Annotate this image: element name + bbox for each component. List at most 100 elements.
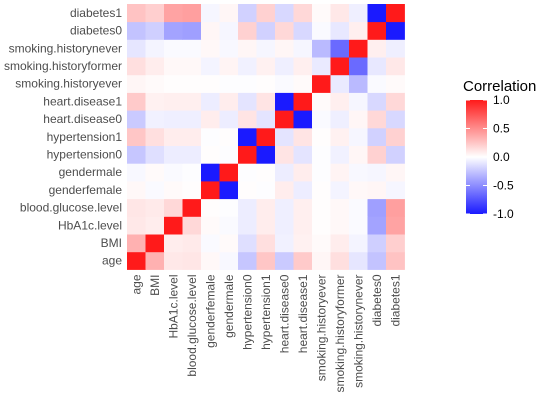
heatmap-cell-diabetes1-smoking.historyever [312, 4, 331, 23]
heatmap-cell-diabetes1-diabetes0 [367, 4, 387, 23]
heatmap-cell-heart.disease1-hypertension1 [256, 92, 276, 111]
heatmap-cell-diabetes0-hypertension0 [238, 21, 257, 40]
heatmap-cell-hypertension0-heart.disease1 [293, 145, 313, 164]
x-tick-label: genderfemale [203, 274, 217, 348]
heatmap-cell-smoking.historynever-blood.glucose.level [182, 39, 202, 58]
heatmap-cell-age-HbA1c.level [164, 251, 183, 270]
heatmap-cell-HbA1c.level-smoking.historyever [312, 216, 331, 235]
heatmap-cell-blood.glucose.level-blood.glucose.level [182, 198, 202, 217]
color-legend: Correlation 1.0 0.5 0.0 -0.5 -1.0 [463, 78, 536, 221]
heatmap-cells [127, 4, 405, 270]
heatmap-cell-smoking.historyformer-age [127, 57, 146, 76]
legend-tick-label: -0.5 [493, 179, 514, 193]
heatmap-cell-gendermale-smoking.historyever [312, 163, 331, 182]
heatmap-cell-heart.disease0-gendermale [219, 110, 239, 129]
heatmap-cell-BMI-heart.disease0 [275, 234, 294, 253]
heatmap-cell-HbA1c.level-smoking.historynever [349, 216, 368, 235]
y-tick-label: heart.disease0 [43, 112, 122, 126]
heatmap-cell-hypertension1-smoking.historyever [312, 127, 331, 146]
heatmap-cell-diabetes1-hypertension1 [256, 4, 276, 23]
heatmap-cell-genderfemale-diabetes1 [386, 181, 405, 200]
heatmap-cell-age-smoking.historyformer [330, 251, 350, 270]
y-tick-label: smoking.historyformer [4, 59, 122, 73]
heatmap-cell-smoking.historyever-diabetes0 [367, 74, 387, 93]
heatmap-cell-BMI-genderfemale [201, 234, 220, 253]
heatmap-cell-HbA1c.level-HbA1c.level [164, 216, 183, 235]
heatmap-cell-heart.disease1-smoking.historynever [349, 92, 368, 111]
heatmap-cell-genderfemale-hypertension1 [256, 181, 276, 200]
heatmap-cell-HbA1c.level-heart.disease0 [275, 216, 294, 235]
heatmap-cell-heart.disease1-blood.glucose.level [182, 92, 202, 111]
heatmap-cell-genderfemale-genderfemale [201, 181, 220, 200]
heatmap-cell-smoking.historynever-heart.disease1 [293, 39, 313, 58]
heatmap-cell-age-diabetes0 [367, 251, 387, 270]
heatmap-cell-smoking.historynever-genderfemale [201, 39, 220, 58]
heatmap-cell-diabetes1-gendermale [219, 4, 239, 23]
heatmap-cell-smoking.historyever-heart.disease0 [275, 74, 294, 93]
heatmap-cell-smoking.historynever-diabetes0 [367, 39, 387, 58]
heatmap-cell-genderfemale-smoking.historyformer [330, 181, 350, 200]
heatmap-cell-blood.glucose.level-smoking.historynever [349, 198, 368, 217]
heatmap-cell-gendermale-hypertension1 [256, 163, 276, 182]
heatmap-cell-BMI-diabetes1 [386, 234, 405, 253]
heatmap-cell-hypertension1-heart.disease1 [293, 127, 313, 146]
heatmap-cell-hypertension1-BMI [145, 127, 165, 146]
heatmap-cell-smoking.historyformer-heart.disease0 [275, 57, 294, 76]
heatmap-cell-hypertension0-heart.disease0 [275, 145, 294, 164]
heatmap-cell-heart.disease0-smoking.historyformer [330, 110, 350, 129]
y-tick-label: hypertension1 [47, 130, 123, 144]
heatmap-cell-smoking.historyformer-blood.glucose.level [182, 57, 202, 76]
heatmap-cell-age-heart.disease1 [293, 251, 313, 270]
heatmap-cell-diabetes1-BMI [145, 4, 165, 23]
heatmap-cell-hypertension0-hypertension0 [238, 145, 257, 164]
legend-tick-label: -1.0 [493, 207, 514, 221]
heatmap-cell-hypertension0-hypertension1 [256, 145, 276, 164]
x-tick-label: hypertension1 [259, 274, 273, 350]
y-tick-label: hypertension0 [47, 147, 123, 161]
heatmap-cell-hypertension0-diabetes0 [367, 145, 387, 164]
heatmap-cell-smoking.historyformer-gendermale [219, 57, 239, 76]
heatmap-cell-hypertension1-heart.disease0 [275, 127, 294, 146]
heatmap-cell-age-gendermale [219, 251, 239, 270]
heatmap-cell-heart.disease0-HbA1c.level [164, 110, 183, 129]
heatmap-cell-smoking.historyformer-smoking.historyformer [330, 57, 350, 76]
heatmap-cell-blood.glucose.level-heart.disease1 [293, 198, 313, 217]
heatmap-cell-diabetes0-genderfemale [201, 21, 220, 40]
heatmap-cell-diabetes0-heart.disease0 [275, 21, 294, 40]
heatmap-cell-heart.disease1-age [127, 92, 146, 111]
heatmap-cell-blood.glucose.level-heart.disease0 [275, 198, 294, 217]
heatmap-cell-smoking.historyever-hypertension1 [256, 74, 276, 93]
heatmap-cell-BMI-diabetes0 [367, 234, 387, 253]
heatmap-cell-diabetes1-smoking.historyformer [330, 4, 350, 23]
heatmap-cell-smoking.historynever-smoking.historyformer [330, 39, 350, 58]
heatmap-cell-diabetes0-diabetes1 [386, 21, 405, 40]
heatmap-cell-genderfemale-smoking.historynever [349, 181, 368, 200]
heatmap-cell-smoking.historyever-HbA1c.level [164, 74, 183, 93]
heatmap-cell-smoking.historyever-blood.glucose.level [182, 74, 202, 93]
heatmap-cell-smoking.historyever-diabetes1 [386, 74, 405, 93]
heatmap-cell-diabetes1-HbA1c.level [164, 4, 183, 23]
heatmap-cell-age-heart.disease0 [275, 251, 294, 270]
heatmap-cell-gendermale-heart.disease0 [275, 163, 294, 182]
heatmap-cell-diabetes1-genderfemale [201, 4, 220, 23]
heatmap-cell-diabetes0-smoking.historyever [312, 21, 331, 40]
heatmap-cell-hypertension0-smoking.historynever [349, 145, 368, 164]
heatmap-cell-smoking.historyformer-hypertension0 [238, 57, 257, 76]
heatmap-cell-HbA1c.level-BMI [145, 216, 165, 235]
x-tick-label: heart.disease0 [277, 274, 291, 353]
heatmap-cell-diabetes0-smoking.historyformer [330, 21, 350, 40]
y-tick-label: genderfemale [49, 183, 123, 197]
heatmap-cell-HbA1c.level-genderfemale [201, 216, 220, 235]
heatmap-cell-age-BMI [145, 251, 165, 270]
y-tick-label: blood.glucose.level [20, 201, 122, 215]
heatmap-cell-hypertension1-genderfemale [201, 127, 220, 146]
y-tick-label: age [102, 254, 122, 268]
heatmap-cell-hypertension0-BMI [145, 145, 165, 164]
heatmap-cell-smoking.historyever-hypertension0 [238, 74, 257, 93]
heatmap-cell-blood.glucose.level-diabetes0 [367, 198, 387, 217]
heatmap-cell-heart.disease0-genderfemale [201, 110, 220, 129]
heatmap-cell-hypertension0-genderfemale [201, 145, 220, 164]
heatmap-cell-genderfemale-smoking.historyever [312, 181, 331, 200]
heatmap-cell-gendermale-blood.glucose.level [182, 163, 202, 182]
